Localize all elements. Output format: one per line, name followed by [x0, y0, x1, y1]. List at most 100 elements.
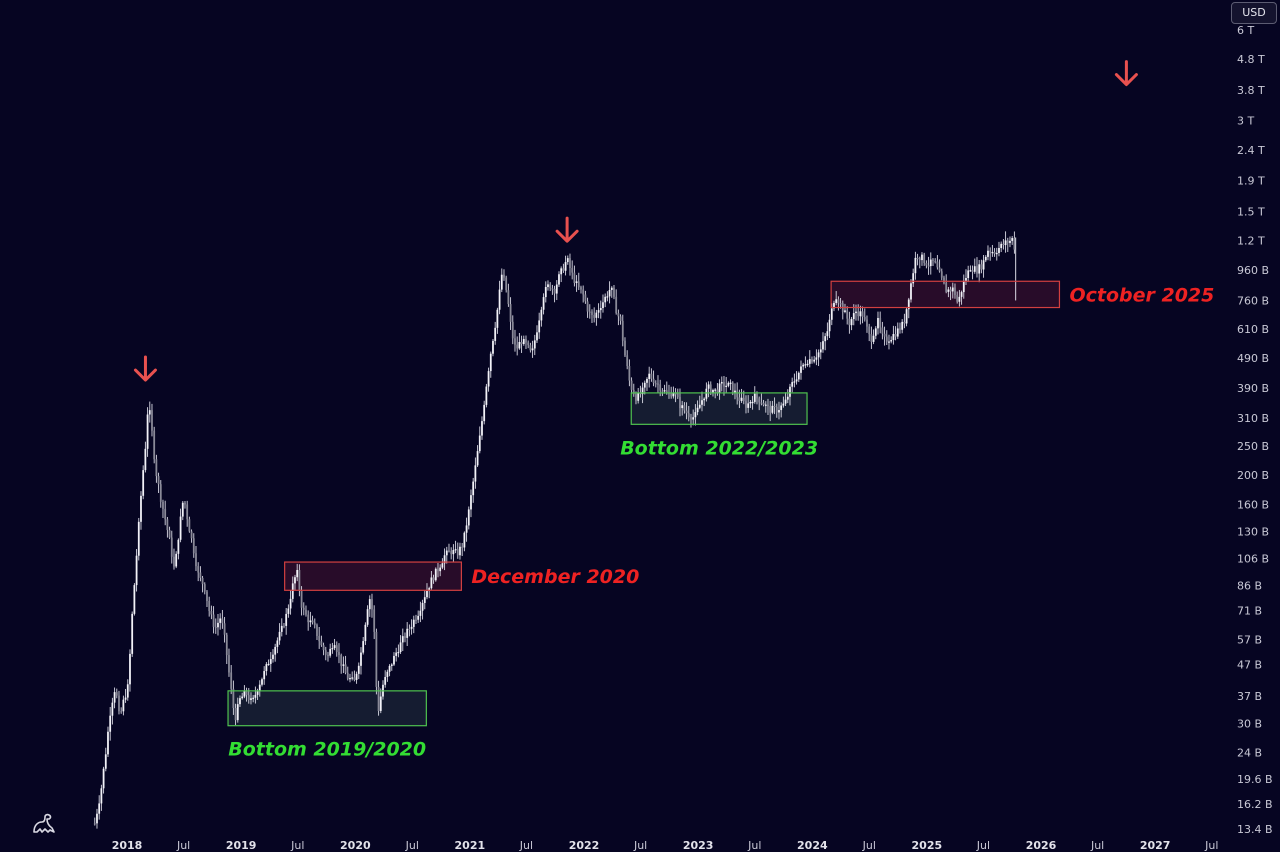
- candle: [848, 311, 851, 334]
- x-tick-label: Jul: [405, 839, 419, 852]
- candle: [269, 652, 272, 672]
- candle: [1002, 239, 1005, 250]
- candle: [261, 677, 263, 687]
- candle: [797, 371, 800, 383]
- x-tick-label: 2026: [1026, 839, 1057, 852]
- candle: [606, 291, 609, 302]
- x-tick-label: Jul: [1090, 839, 1104, 852]
- candle: [232, 680, 235, 715]
- candle: [375, 628, 378, 695]
- candle: [547, 280, 549, 291]
- candle: [538, 312, 541, 339]
- x-tick-label: Jul: [747, 839, 761, 852]
- candle: [813, 355, 816, 364]
- candle: [681, 400, 684, 416]
- candle: [272, 649, 274, 663]
- candle: [243, 685, 246, 699]
- y-tick-label: 16.2 B: [1237, 798, 1273, 811]
- resistance-zone-label: October 2025: [1069, 284, 1214, 306]
- candle: [481, 416, 483, 440]
- y-tick-label: 6 T: [1237, 24, 1254, 37]
- candle: [553, 285, 556, 303]
- candle: [982, 255, 985, 278]
- candle: [327, 651, 329, 662]
- candle: [322, 642, 325, 656]
- currency-badge[interactable]: USD: [1231, 2, 1277, 24]
- bottom-zone-label: Bottom 2022/2023: [620, 437, 818, 459]
- candle: [445, 546, 448, 564]
- candle: [826, 322, 829, 341]
- x-tick-label: 2021: [455, 839, 486, 852]
- x-tick-label: Jul: [633, 839, 647, 852]
- candle: [404, 632, 406, 643]
- candle: [170, 530, 173, 564]
- candle: [674, 388, 677, 403]
- zone-fill-2: [631, 392, 808, 425]
- candle: [793, 373, 796, 388]
- candle: [562, 263, 565, 273]
- candle: [294, 574, 296, 591]
- candle: [811, 356, 813, 364]
- y-tick-label: 24 B: [1237, 747, 1262, 760]
- x-axis: 2018 Jul 2019 Jul 2020 Jul 2021 Jul 2022 Jul 2023 J…: [112, 839, 1219, 852]
- candle: [371, 593, 373, 618]
- candle: [498, 280, 501, 315]
- candle: [203, 582, 206, 595]
- candle: [190, 529, 193, 543]
- candle: [342, 656, 345, 674]
- candle: [448, 543, 450, 553]
- candle: [129, 649, 131, 692]
- candle: [936, 255, 939, 270]
- candle: [575, 275, 578, 292]
- candle: [518, 332, 521, 350]
- x-tick-label: Jul: [519, 839, 533, 852]
- candle: [560, 266, 563, 283]
- candle: [137, 517, 140, 561]
- candle: [276, 637, 279, 654]
- candle: [690, 413, 692, 428]
- candle: [921, 252, 923, 266]
- candle: [362, 636, 365, 655]
- candle: [522, 335, 525, 346]
- x-tick-label: 2023: [683, 839, 714, 852]
- arrow-down-icon: [1114, 60, 1138, 87]
- candle: [580, 285, 582, 294]
- candle: [280, 618, 283, 637]
- y-tick-label: 2.4 T: [1237, 144, 1265, 157]
- candle: [760, 393, 763, 406]
- candle: [168, 526, 171, 540]
- y-tick-label: 106 B: [1237, 552, 1269, 565]
- y-tick-label: 86 B: [1237, 580, 1262, 593]
- candle: [740, 388, 743, 403]
- candle: [542, 293, 545, 315]
- candle: [564, 255, 567, 276]
- candle: [153, 426, 156, 464]
- candle: [313, 618, 316, 629]
- candle: [393, 652, 395, 667]
- candle: [925, 260, 928, 269]
- zone-borders: Bottom 2019/2020 December 2020 Bottom 2022…: [227, 280, 1214, 761]
- x-tick-label: 2027: [1140, 839, 1171, 852]
- candle: [635, 391, 637, 405]
- candle: [210, 605, 213, 620]
- candle: [386, 669, 389, 682]
- candle: [239, 695, 241, 708]
- candle: [1013, 231, 1016, 254]
- candle: [520, 335, 523, 353]
- x-tick-label: 2018: [112, 839, 143, 852]
- candle: [751, 396, 754, 410]
- candle: [694, 404, 697, 426]
- candle: [859, 305, 862, 325]
- candle: [166, 516, 169, 538]
- candle: [780, 402, 783, 418]
- candle: [412, 615, 415, 634]
- candle: [173, 548, 175, 570]
- candle: [808, 350, 811, 368]
- candle: [720, 376, 723, 392]
- candle: [206, 590, 208, 608]
- candle: [703, 397, 706, 407]
- candle: [610, 286, 613, 298]
- candle: [135, 549, 138, 592]
- peak-arrows: [133, 60, 1138, 382]
- candle: [118, 690, 120, 715]
